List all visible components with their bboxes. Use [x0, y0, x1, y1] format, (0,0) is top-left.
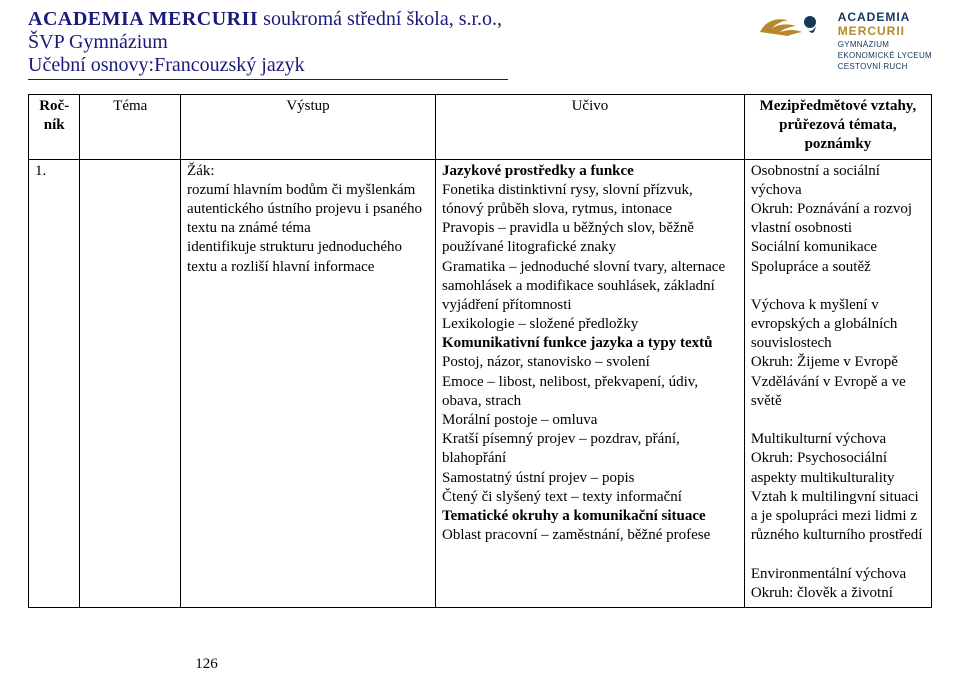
logo: ACADEMIA MERCURII GYMNÁZIUM EKONOMICKÉ L… — [758, 8, 932, 71]
curriculum-table: Roč-ník Téma Výstup Učivo Mezipředmětové… — [28, 94, 932, 608]
th-vystup: Výstup — [181, 95, 436, 160]
cell-ucivo: Jazykové prostředky a funkceFonetika dis… — [436, 159, 745, 607]
header-line3: Učební osnovy:Francouzský jazyk — [28, 54, 508, 77]
header-title-rest: soukromá střední škola, s.r.o., — [258, 8, 502, 30]
document-header: ACADEMIA MERCURII soukromá střední škola… — [28, 8, 932, 88]
logo-line2: MERCURII — [838, 24, 932, 38]
logo-sub2: EKONOMICKÉ LYCEUM — [838, 51, 932, 60]
header-title-bold: ACADEMIA MERCURII — [28, 8, 258, 30]
logo-wing-icon — [758, 10, 828, 44]
cell-vystup: Žák:rozumí hlavním bodům či myšlenkám au… — [181, 159, 436, 607]
table-row: 1. Žák:rozumí hlavním bodům či myšlenkám… — [29, 159, 932, 607]
cell-rocnik: 1. — [29, 159, 80, 607]
logo-line1: ACADEMIA — [838, 10, 932, 24]
logo-sub3: CESTOVNÍ RUCH — [838, 62, 932, 71]
th-rocnik: Roč-ník — [29, 95, 80, 160]
logo-text: ACADEMIA MERCURII GYMNÁZIUM EKONOMICKÉ L… — [838, 10, 932, 71]
header-titles: ACADEMIA MERCURII soukromá střední škola… — [28, 8, 508, 88]
th-col5: Mezipředmětové vztahy, průřezová témata,… — [744, 95, 931, 160]
cell-notes: Osobnostní a sociální výchovaOkruh: Pozn… — [744, 159, 931, 607]
header-line2: ŠVP Gymnázium — [28, 31, 508, 54]
page-number: 126 — [0, 656, 413, 673]
logo-sub1: GYMNÁZIUM — [838, 40, 932, 49]
header-underline — [28, 79, 508, 80]
th-tema: Téma — [80, 95, 181, 160]
table-header-row: Roč-ník Téma Výstup Učivo Mezipředmětové… — [29, 95, 932, 160]
th-ucivo: Učivo — [436, 95, 745, 160]
cell-tema — [80, 159, 181, 607]
